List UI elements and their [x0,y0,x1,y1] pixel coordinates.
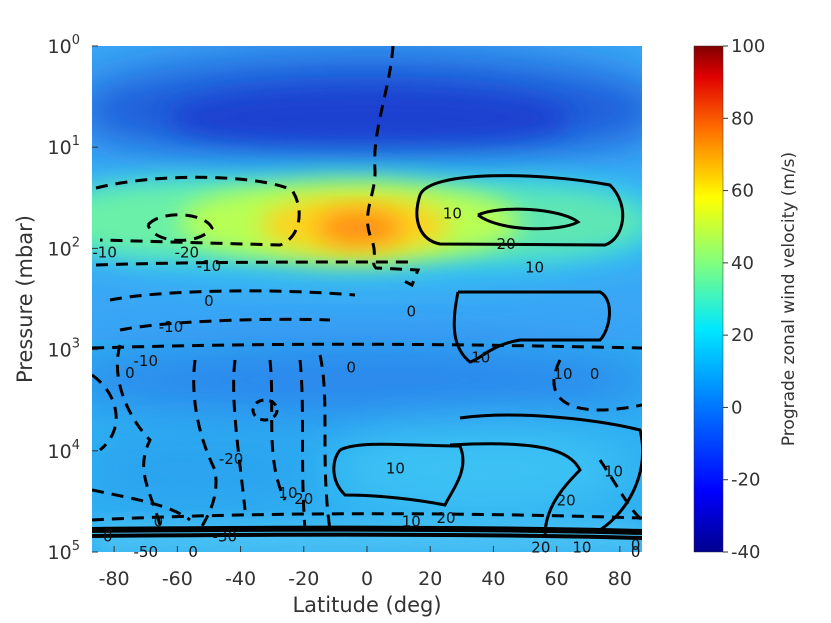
contour-label: 20 [557,492,576,510]
contour-label: 0 [406,302,416,320]
contour-label: 20 [436,509,455,527]
colorbar-tick-label: 20 [731,325,754,346]
y-tick-label: 105 [48,539,80,564]
x-tick-label: -80 [99,568,130,590]
contour-label: 10 [471,349,490,367]
x-tick-label: 60 [545,568,569,590]
x-tick-label: -20 [288,568,319,590]
y-tick-label: 100 [48,33,80,58]
colorbar-tick-label: 100 [731,36,765,57]
contour-label: 10 [402,513,421,531]
colorbar-tick-label: -20 [731,470,760,491]
contour-label: -30 [213,527,238,545]
y-tick-label: 103 [48,337,80,362]
y-axis-ticks: 100 101 102 103 104 105 [48,33,98,564]
colorbar-tick-label: 0 [731,397,742,418]
x-axis-ticks: -80 -60 -40 -20 0 20 40 60 80 [99,546,632,590]
x-tick-label: -60 [162,568,193,590]
x-tick-label: -40 [225,568,256,590]
contour-label: 10 [525,259,544,277]
y-tick-label: 102 [48,235,80,260]
heatmap-field [92,46,642,552]
colorbar [693,45,724,553]
contour-label: 0 [590,365,600,383]
contour-label: 0 [204,292,214,310]
contour-label: -10 [197,257,222,275]
colorbar-ticks: 100 80 60 40 20 0 -20 -40 [723,36,765,563]
contour-label: -10 [159,318,184,336]
contour-label: 20 [294,490,313,508]
colorbar-tick-label: 60 [731,181,754,202]
contour-label: 10 [572,538,591,556]
contour-label: 10 [278,484,297,502]
colorbar-tick-label: 40 [731,253,754,274]
contour-label: -20 [219,450,244,468]
contour-label: 0 [103,527,113,545]
colorbar-tick-label: 80 [731,108,754,129]
contour-label: 10 [553,365,572,383]
contour-label: 10 [604,462,623,480]
contour-lines [92,46,642,540]
contour-label: 0 [188,543,198,561]
y-tick-label: 104 [48,438,80,463]
contour-label: -10 [92,244,117,262]
contour-label: -20 [175,244,200,262]
contour-label: 10 [443,204,462,222]
contour-label: 20 [531,538,550,556]
contour-label: 0 [346,358,356,376]
contour-label: 0 [125,364,135,382]
colorbar-tick-label: -40 [731,542,760,563]
y-tick-label: 101 [48,134,80,159]
x-tick-label: 80 [608,568,632,590]
x-axis-label: Latitude (deg) [292,593,441,617]
contour-label: 20 [497,235,516,253]
y-axis-label: Pressure (mbar) [13,215,37,383]
contour-label: 0 [631,536,641,554]
colorbar-label: Prograde zonal wind velocity (m/s) [779,152,799,446]
contour-label: 0 [154,513,164,531]
contour-label: -10 [133,352,158,370]
contour-label: -50 [133,543,158,561]
contour-label: 0 [631,543,641,561]
x-tick-label: 40 [481,568,505,590]
x-tick-label: 0 [361,568,373,590]
contour-label: 10 [386,460,405,478]
x-tick-label: 20 [418,568,442,590]
